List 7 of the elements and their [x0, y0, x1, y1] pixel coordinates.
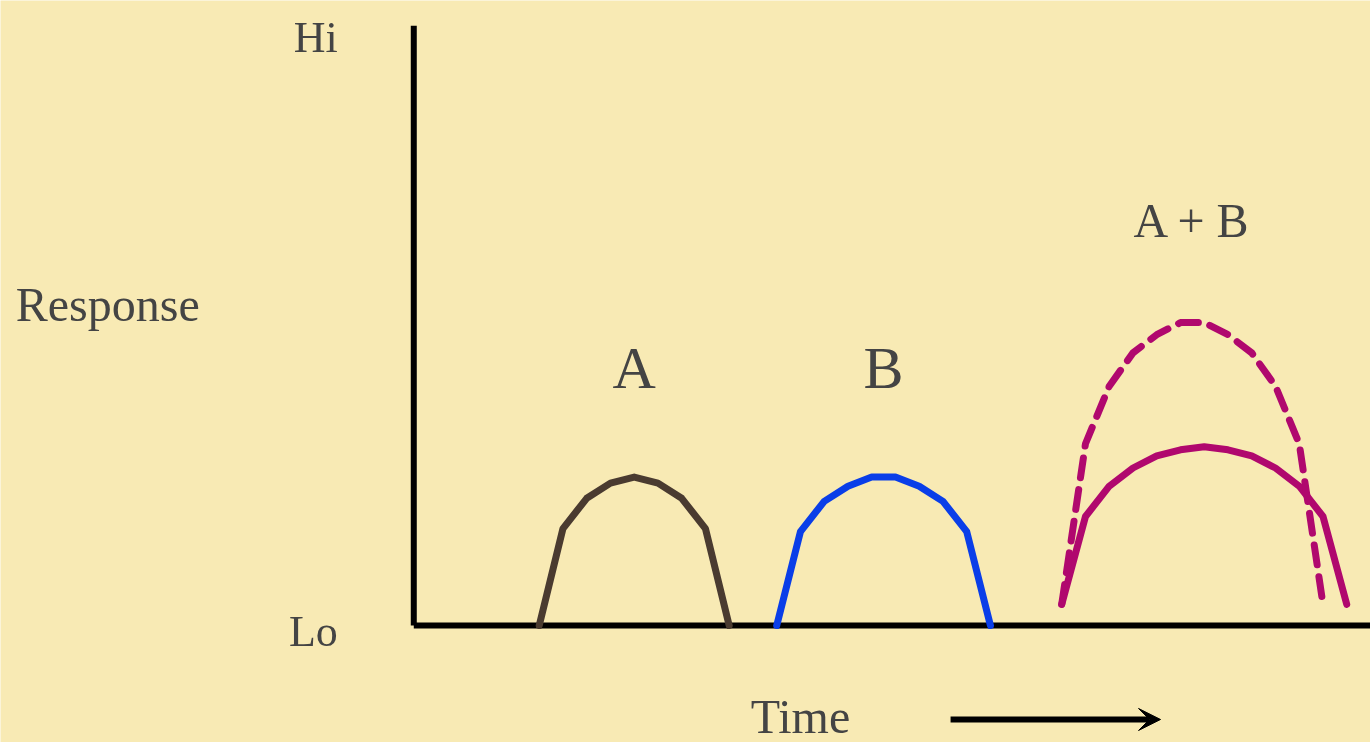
series-label: A + B	[1133, 193, 1249, 247]
y-axis-title: Response	[15, 277, 200, 331]
text: Hi	[293, 13, 338, 63]
series-label: B	[863, 335, 904, 402]
x-axis-title: Time	[750, 689, 851, 742]
text: Lo	[288, 607, 338, 657]
series-label: A	[612, 335, 656, 402]
